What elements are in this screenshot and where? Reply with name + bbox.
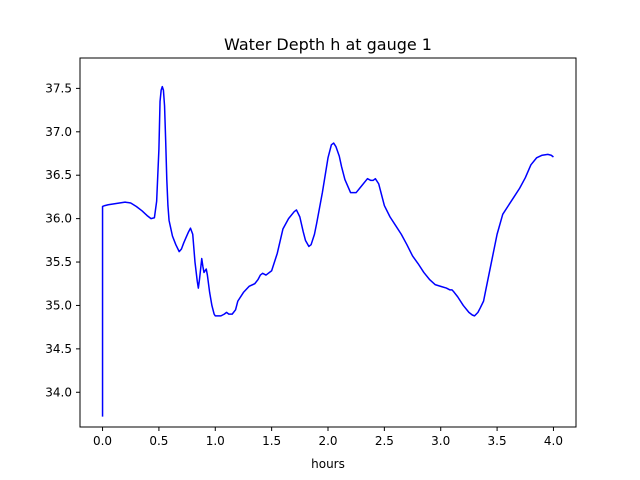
x-tick-label: 1.5	[262, 434, 281, 448]
y-tick-label: 37.0	[45, 125, 72, 139]
x-axis: 0.0 0.5 1.0 1.5 2.0 2.5 3.0 3.5 4.0	[93, 427, 563, 448]
chart-title: Water Depth h at gauge 1	[224, 35, 432, 54]
x-tick-label: 2.0	[318, 434, 337, 448]
x-tick-label: 0.5	[149, 434, 168, 448]
x-axis-label: hours	[311, 457, 345, 471]
y-axis: 34.0 34.5 35.0 35.5 36.0 36.5 37.0 37.5	[45, 81, 80, 399]
y-tick-label: 37.5	[45, 81, 72, 95]
y-tick-label: 35.5	[45, 255, 72, 269]
x-tick-label: 4.0	[544, 434, 563, 448]
y-tick-label: 35.0	[45, 298, 72, 312]
series-line-1	[101, 85, 554, 417]
x-tick-label: 1.0	[206, 434, 225, 448]
x-tick-label: 0.0	[93, 434, 112, 448]
y-tick-label: 34.5	[45, 342, 72, 356]
y-tick-label: 36.5	[45, 168, 72, 182]
x-tick-label: 3.5	[488, 434, 507, 448]
y-tick-label: 34.0	[45, 385, 72, 399]
x-tick-label: 3.0	[431, 434, 450, 448]
x-tick-label: 2.5	[375, 434, 394, 448]
y-tick-label: 36.0	[45, 212, 72, 226]
